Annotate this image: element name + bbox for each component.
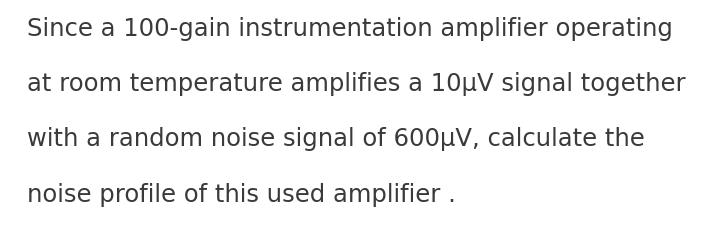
Text: at room temperature amplifies a 10μV signal together: at room temperature amplifies a 10μV sig… bbox=[27, 72, 686, 96]
Text: noise profile of this used amplifier .: noise profile of this used amplifier . bbox=[27, 183, 456, 207]
Text: Since a 100-gain instrumentation amplifier operating: Since a 100-gain instrumentation amplifi… bbox=[27, 17, 673, 41]
Text: with a random noise signal of 600μV, calculate the: with a random noise signal of 600μV, cal… bbox=[27, 127, 645, 151]
